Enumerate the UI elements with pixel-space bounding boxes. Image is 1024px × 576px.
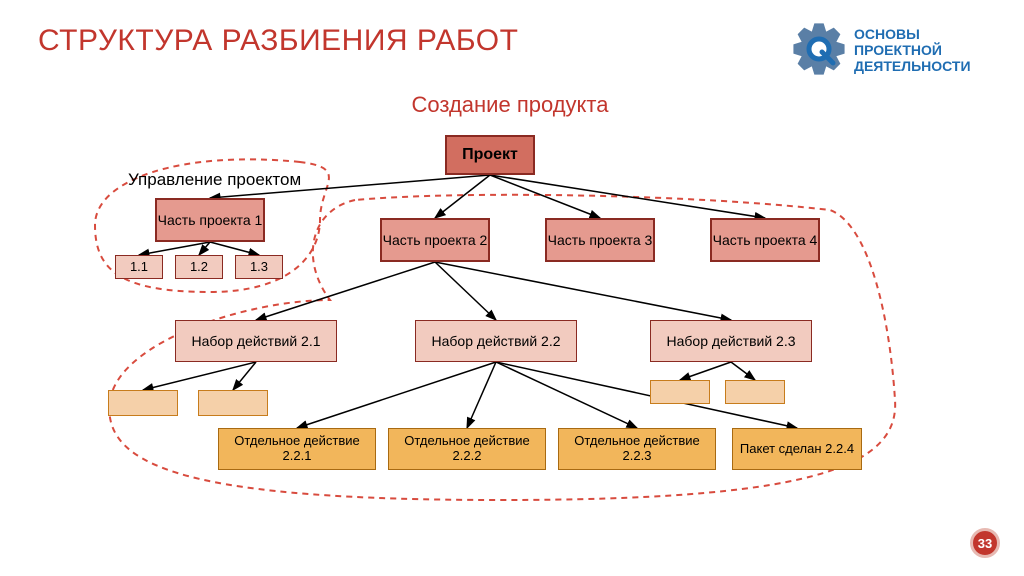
node-a21: Набор действий 2.1: [175, 320, 337, 362]
node-n13: 1.3: [235, 255, 283, 279]
gear-icon: [790, 20, 848, 78]
node-b2: [198, 390, 268, 416]
slide-title: СТРУКТУРА РАЗБИЕНИЯ РАБОТ: [38, 24, 518, 58]
label-mgmt: Управление проектом: [128, 170, 301, 190]
tree-edges: [0, 0, 1024, 576]
page-number-badge: 33: [970, 528, 1000, 558]
brand-logo: [790, 20, 848, 83]
node-d223: Отдельное действие 2.2.3: [558, 428, 716, 470]
brand-text-line: ДЕЯТЕЛЬНОСТИ: [854, 58, 971, 74]
node-p3: Часть проекта 3: [545, 218, 655, 262]
node-d221: Отдельное действие 2.2.1: [218, 428, 376, 470]
node-a22: Набор действий 2.2: [415, 320, 577, 362]
brand-text-line: ПРОЕКТНОЙ: [854, 42, 971, 58]
node-p2: Часть проекта 2: [380, 218, 490, 262]
node-b1: [108, 390, 178, 416]
node-p4: Часть проекта 4: [710, 218, 820, 262]
node-b4: [725, 380, 785, 404]
node-p1: Часть проекта 1: [155, 198, 265, 242]
node-b3: [650, 380, 710, 404]
node-d222: Отдельное действие 2.2.2: [388, 428, 546, 470]
dashed-regions: [0, 0, 1024, 576]
node-n11: 1.1: [115, 255, 163, 279]
node-n12: 1.2: [175, 255, 223, 279]
slide-subtitle: Создание продукта: [300, 92, 720, 118]
brand-text-line: ОСНОВЫ: [854, 26, 971, 42]
brand-text: ОСНОВЫПРОЕКТНОЙДЕЯТЕЛЬНОСТИ: [854, 26, 971, 74]
node-root: Проект: [445, 135, 535, 175]
node-a23: Набор действий 2.3: [650, 320, 812, 362]
node-d224: Пакет сделан 2.2.4: [732, 428, 862, 470]
